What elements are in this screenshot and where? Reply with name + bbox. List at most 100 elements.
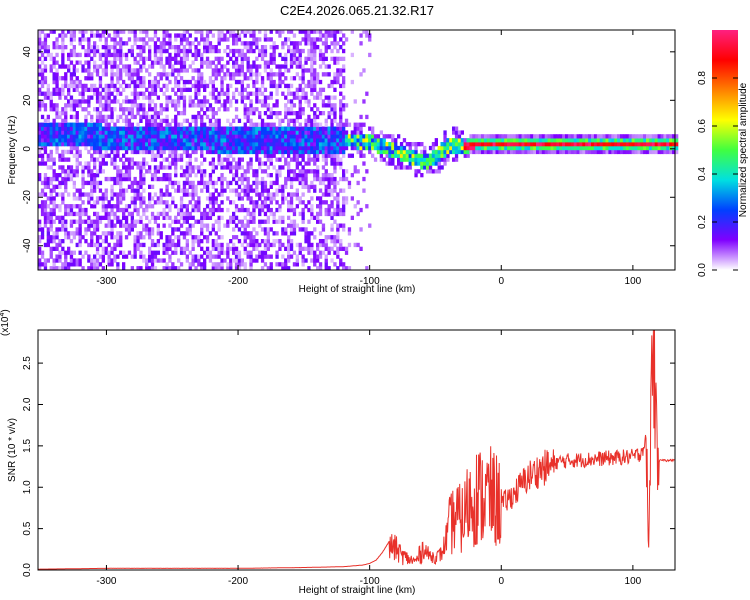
spectrogram-cell [133, 219, 137, 224]
spectrogram-cell [246, 149, 250, 155]
spectrogram-cell [124, 118, 129, 123]
spectrogram-cell [139, 173, 143, 178]
spectrogram-cell [171, 250, 175, 255]
spectrogram-cell [159, 107, 163, 112]
spectrogram-cell [150, 37, 155, 42]
spectrogram-cell [139, 235, 143, 240]
spectrogram-cell [101, 107, 105, 112]
spectrogram-cell [203, 258, 207, 263]
spectrogram-cell [275, 103, 279, 108]
spectrogram-cell [292, 41, 297, 46]
spectrogram-cell [234, 114, 239, 120]
spectrogram-cell [289, 103, 294, 108]
spectrogram-cell [185, 41, 189, 46]
spectrogram-cell [333, 142, 337, 147]
spectrogram-cell [321, 134, 326, 139]
spectrogram-cell [298, 60, 302, 65]
spectrogram-cell [313, 29, 317, 34]
spectrogram-cell [336, 250, 340, 255]
spectrogram-cell [301, 169, 305, 174]
spectrogram-cell [295, 176, 299, 182]
spectrogram-cell [49, 153, 53, 158]
spectrogram-cell [197, 99, 201, 104]
spectrogram-cell [217, 91, 221, 96]
spectrogram-cell [52, 122, 56, 127]
spectrogram-cell [582, 142, 586, 147]
spectrogram-cell [67, 246, 71, 251]
spectrogram-cell [69, 99, 74, 104]
spectrogram-cell [321, 130, 326, 135]
spectrogram-cell [414, 157, 418, 162]
spectrogram-cell [150, 239, 155, 244]
spectrogram-cell [119, 239, 123, 244]
spectrogram-cell [101, 87, 105, 92]
spectrogram-cell [145, 95, 149, 100]
spectrogram-cell [153, 118, 158, 123]
spectrogram-cell [246, 250, 250, 255]
spectrogram-cell [107, 200, 111, 205]
spectrogram-cell [405, 165, 409, 170]
x-tick-label: -200 [228, 276, 248, 287]
spectrogram-cell [252, 239, 256, 244]
spectrogram-cell [72, 180, 76, 186]
spectrogram-cell [255, 184, 259, 189]
spectrogram-cell [43, 48, 48, 54]
spectrogram-cell [232, 227, 236, 232]
spectrogram-cell [220, 130, 224, 135]
spectrogram-cell [446, 149, 450, 155]
spectrogram-cell [284, 68, 288, 73]
spectrogram-cell [130, 266, 134, 271]
spectrogram-cell [333, 149, 337, 155]
spectrogram-cell [156, 48, 160, 54]
spectrogram-cell [191, 103, 195, 108]
spectrogram-cell [95, 142, 100, 147]
spectrogram-cell [631, 142, 635, 147]
spectrogram-cell [492, 149, 496, 155]
spectrogram-cell [307, 242, 311, 248]
spectrogram-cell [289, 242, 294, 248]
spectrogram-cell [61, 266, 65, 271]
spectrogram-cell [124, 68, 129, 73]
spectrogram-cell [284, 76, 288, 81]
spectrogram-cell [232, 242, 236, 248]
spectrogram-cell [269, 114, 273, 120]
spectrogram-cell [304, 173, 308, 178]
spectrogram-cell [324, 72, 328, 77]
spectrogram-cell [301, 138, 305, 143]
spectrogram-cell [260, 180, 265, 186]
spectrogram-cell [162, 215, 166, 220]
spectrogram-cell [269, 79, 273, 85]
spectrogram-cell [211, 196, 215, 201]
spectrogram-cell [220, 192, 224, 197]
spectrogram-cell [437, 165, 441, 170]
spectrogram-cell [307, 250, 311, 255]
spectrogram-cell [197, 29, 201, 34]
spectrogram-cell [58, 192, 62, 197]
spectrogram-cell [46, 180, 50, 186]
spectrogram-cell [217, 122, 221, 127]
spectrogram-cell [246, 142, 250, 147]
spectrogram-cell [255, 56, 259, 61]
spectrogram-cell [122, 165, 126, 170]
spectrogram-cell [122, 130, 126, 135]
spectrogram-cell [191, 204, 195, 209]
spectrogram-cell [550, 142, 554, 147]
spectrogram-cell [168, 72, 172, 77]
spectrogram-cell [252, 122, 256, 127]
spectrogram-cell [246, 114, 250, 120]
spectrogram-cell [440, 142, 444, 147]
spectrogram-cell [72, 219, 76, 224]
spectrogram-cell [307, 184, 311, 189]
spectrogram-cell [243, 188, 247, 193]
spectrogram-cell [408, 149, 412, 155]
spectrogram-cell [200, 145, 204, 151]
spectrogram-cell [162, 107, 166, 112]
spectrogram-cell [150, 122, 155, 127]
spectrogram-cell [78, 211, 82, 217]
spectrogram-cell [243, 33, 247, 38]
spectrogram-cell [43, 45, 48, 50]
spectrogram-cell [46, 165, 50, 170]
spectrogram-cell [232, 258, 236, 263]
spectrogram-cell [316, 165, 320, 170]
spectrogram-cell [148, 184, 152, 189]
